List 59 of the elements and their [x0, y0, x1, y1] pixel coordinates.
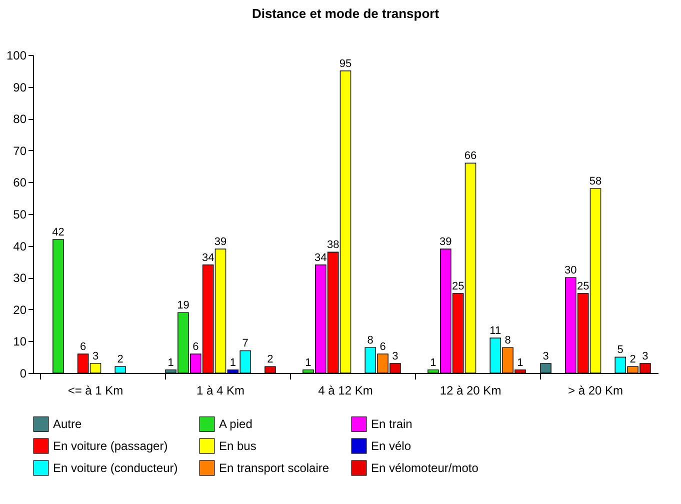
y-tick-label: 70	[13, 144, 27, 158]
data-label: 58	[589, 176, 602, 188]
data-label: 39	[214, 236, 227, 248]
data-label: 8	[504, 334, 511, 347]
x-tick-label: > à 20 Km	[568, 384, 624, 398]
y-tick-label: 40	[13, 239, 27, 254]
legend-label: En transport scolaire	[219, 461, 330, 475]
data-label: 2	[267, 354, 274, 366]
data-label: 1	[230, 356, 236, 369]
legend-label: Autre	[53, 417, 82, 432]
data-label: 66	[464, 150, 477, 162]
x-tick-label: 4 à 12 Km	[318, 384, 373, 398]
legend-label: En vélomoteur/moto	[371, 461, 479, 475]
legend-label: En train	[371, 417, 412, 432]
data-label: 42	[52, 226, 64, 238]
legend-label: En voiture (passager)	[53, 439, 168, 453]
y-tick-label: 20	[13, 302, 27, 317]
data-label: 8	[367, 334, 374, 347]
y-tick-label: 30	[13, 271, 27, 286]
data-label: 19	[177, 300, 190, 312]
y-tick-label: 60	[13, 176, 27, 190]
data-label: 3	[642, 350, 648, 362]
legend-label: En voiture (conducteur)	[53, 461, 178, 475]
data-label: 30	[564, 264, 577, 277]
y-tick-label: 80	[13, 112, 27, 126]
data-label: 6	[380, 340, 386, 353]
data-label: 6	[192, 340, 199, 353]
data-label: 95	[339, 58, 352, 70]
legend-label: A pied	[219, 417, 252, 432]
data-label: 39	[440, 236, 452, 248]
data-label: 5	[617, 344, 624, 356]
data-label: 1	[305, 356, 312, 369]
data-label: 34	[314, 252, 327, 264]
y-tick-label: 0	[20, 366, 27, 380]
x-tick-label: 12 à 20 Km	[440, 384, 502, 398]
data-label: 11	[490, 325, 502, 338]
data-label: 25	[576, 280, 590, 292]
data-label: 3	[92, 350, 99, 362]
legend-label: En vélo	[371, 439, 412, 453]
legend-label: En bus	[219, 439, 256, 453]
data-label: 34	[202, 252, 214, 264]
data-label: 1	[517, 356, 524, 369]
data-label: 2	[117, 354, 124, 366]
y-tick-label: 90	[13, 80, 27, 94]
x-tick-label: 1 à 4 Km	[196, 384, 245, 398]
data-label: 3	[392, 350, 398, 362]
y-tick-label: 10	[13, 334, 27, 349]
data-label: 6	[80, 340, 86, 353]
data-label: 25	[452, 280, 464, 292]
y-tick-label: 50	[13, 208, 27, 222]
chart-title: Distance et mode de transport	[252, 6, 440, 21]
data-label: 7	[242, 338, 248, 350]
data-label: 1	[168, 356, 174, 369]
data-label: 38	[326, 239, 340, 252]
data-label: 1	[430, 356, 436, 369]
y-tick-label: 100	[6, 48, 27, 62]
data-label: 3	[542, 350, 549, 362]
data-label: 2	[630, 354, 636, 366]
x-tick-label: <= à 1 Km	[68, 384, 124, 398]
